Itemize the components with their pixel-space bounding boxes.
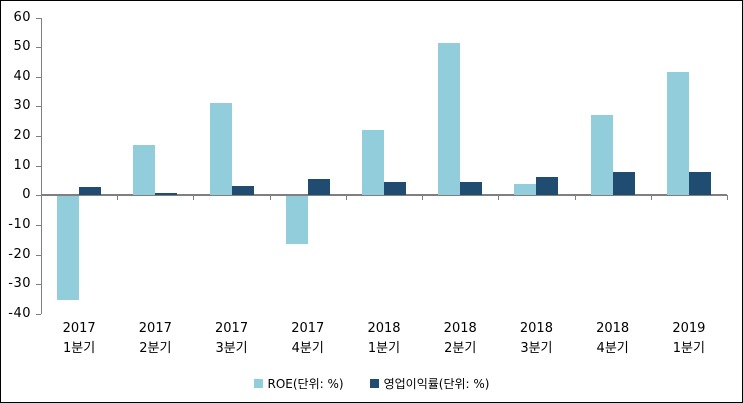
category-label-year: 2018 bbox=[596, 321, 630, 336]
y-tick-label: -10 bbox=[8, 217, 31, 233]
category-label-quarter: 4분기 bbox=[291, 341, 324, 356]
x-axis-line bbox=[41, 194, 727, 197]
x-axis-tick bbox=[193, 195, 195, 201]
category-label-quarter: 2분기 bbox=[444, 341, 477, 356]
x-axis-tick bbox=[498, 195, 500, 201]
category-label-year: 2017 bbox=[215, 321, 249, 336]
bar bbox=[231, 185, 254, 196]
category-label-quarter: 1분기 bbox=[367, 341, 401, 356]
y-axis-tick bbox=[36, 106, 41, 108]
bar bbox=[57, 196, 80, 301]
bar bbox=[438, 42, 461, 196]
x-axis-tick bbox=[345, 195, 347, 201]
y-tick-label: 20 bbox=[13, 128, 31, 144]
legend: ROE(단위: %) 영업이익률(단위: %) bbox=[1, 373, 742, 393]
y-axis-tick bbox=[36, 136, 41, 138]
category-label-quarter: 3분기 bbox=[215, 341, 248, 356]
y-axis-tick bbox=[36, 195, 41, 197]
roe-legend-label: ROE(단위: %) bbox=[267, 376, 344, 391]
x-axis-tick bbox=[574, 195, 576, 201]
y-axis-tick bbox=[36, 314, 41, 315]
y-tick-label: 60 bbox=[13, 9, 31, 25]
y-axis-tick bbox=[36, 225, 41, 227]
y-tick-label: 10 bbox=[13, 157, 31, 173]
y-axis-tick bbox=[36, 284, 41, 286]
bar bbox=[133, 144, 156, 196]
x-axis-tick bbox=[269, 195, 271, 201]
category-label-quarter: 1분기 bbox=[672, 341, 705, 356]
bar bbox=[688, 171, 711, 196]
x-axis-tick bbox=[727, 195, 728, 201]
x-axis-tick bbox=[650, 195, 652, 201]
bar bbox=[209, 103, 232, 196]
y-axis-tick bbox=[36, 17, 41, 19]
operating-margin-legend-label: 영업이익률(단위: %) bbox=[383, 376, 490, 391]
y-tick-label: -40 bbox=[8, 306, 31, 321]
bar bbox=[307, 179, 330, 196]
y-axis-tick bbox=[36, 165, 41, 167]
category-label-quarter: 4분기 bbox=[596, 341, 629, 356]
bar bbox=[460, 181, 483, 196]
bar bbox=[285, 196, 308, 244]
y-axis-tick bbox=[36, 76, 41, 78]
legend-item-operating-margin: 영업이익률(단위: %) bbox=[369, 375, 490, 392]
y-tick-label: 30 bbox=[13, 98, 31, 114]
y-axis-tick bbox=[36, 254, 41, 256]
category-label-year: 2017 bbox=[62, 321, 96, 336]
bar bbox=[666, 72, 689, 196]
x-axis-tick bbox=[41, 195, 42, 201]
bar bbox=[384, 182, 406, 196]
operating-margin-series-swatch bbox=[369, 378, 379, 388]
category-label-quarter: 1분기 bbox=[63, 341, 96, 356]
y-axis-line bbox=[41, 17, 42, 314]
bar bbox=[79, 187, 102, 196]
category-label-year: 2019 bbox=[672, 321, 706, 336]
x-axis-tick bbox=[117, 195, 119, 201]
y-tick-label: 50 bbox=[13, 39, 31, 55]
y-tick-label: 40 bbox=[13, 68, 31, 84]
category-label-year: 2017 bbox=[138, 321, 172, 336]
category-label-year: 2018 bbox=[519, 321, 553, 336]
bar bbox=[612, 171, 635, 196]
legend-item-roe: ROE(단위: %) bbox=[253, 375, 344, 392]
roe-series-swatch bbox=[253, 378, 263, 388]
y-axis-tick bbox=[36, 47, 41, 49]
y-tick-label: -30 bbox=[8, 276, 31, 292]
category-label-quarter: 3분기 bbox=[520, 341, 553, 356]
bar bbox=[536, 177, 559, 196]
category-label-year: 2018 bbox=[443, 321, 477, 336]
category-label-year: 2018 bbox=[367, 321, 401, 336]
y-tick-label: -20 bbox=[8, 246, 31, 262]
category-label-quarter: 2분기 bbox=[139, 341, 172, 356]
bar bbox=[590, 115, 613, 196]
category-label-year: 2017 bbox=[291, 321, 325, 336]
y-tick-label: 0 bbox=[22, 187, 31, 203]
bar bbox=[362, 130, 384, 196]
bar bbox=[514, 183, 537, 196]
x-axis-tick bbox=[422, 195, 424, 201]
bar bbox=[155, 193, 178, 196]
